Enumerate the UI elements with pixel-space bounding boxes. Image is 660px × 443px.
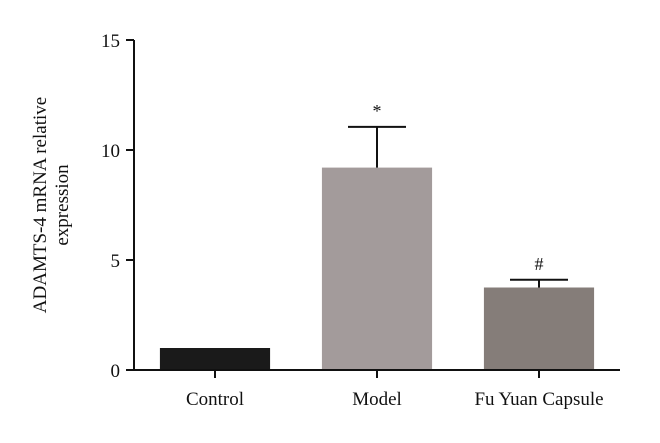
x-tick-label: Control <box>186 389 244 410</box>
bar-control <box>159 348 271 370</box>
x-tick-label: Model <box>352 389 402 410</box>
y-tick-label: 0 <box>111 361 121 382</box>
significance-annotation: # <box>535 254 544 274</box>
y-tick-label: 15 <box>101 31 120 52</box>
y-tick-label: 10 <box>101 141 120 162</box>
significance-annotation: * <box>373 101 382 121</box>
y-axis-label-line2: expression <box>52 164 73 246</box>
x-tick-label: Fu Yuan Capsule <box>474 389 603 410</box>
bar-model <box>321 167 433 370</box>
bar-fu-yuan-capsule <box>483 287 595 370</box>
x-axis: Control Model Fu Yuan Capsule <box>134 369 620 410</box>
y-axis: 0 5 10 15 <box>101 31 135 382</box>
y-axis-label-line1: ADAMTS-4 mRNA relative <box>30 97 51 313</box>
y-tick-label: 5 <box>111 251 121 272</box>
bars-group: *# <box>159 101 595 370</box>
